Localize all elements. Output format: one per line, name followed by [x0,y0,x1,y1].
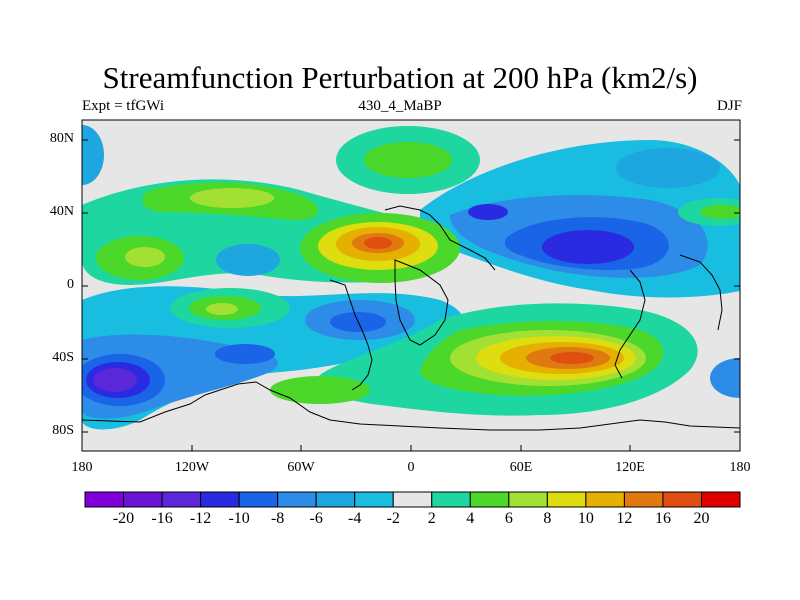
colorbar-swatch [277,491,317,508]
colorbar-swatch [238,491,279,508]
contour-lime-eastpac [700,205,740,219]
case-label: 430_4_MaBP [358,98,442,114]
colorbar-swatch [469,491,510,508]
lon-ticks [81,445,741,451]
colorbar-swatch [431,491,471,508]
lon-label-180w: 180 [71,460,93,475]
lat-label-40n: 40N [49,204,74,219]
lon-label-60e: 60E [509,460,533,475]
contour-yellowgreen-central [206,303,238,315]
lon-label-180e: 180 [729,460,751,475]
contour-blue-small [216,244,280,276]
season-label: DJF [716,98,742,114]
contour-blue-eastpac-south [710,358,740,398]
colorbar-label: -6 [309,510,323,527]
colorbar-label: 8 [543,510,552,527]
contour-blue-northeast [616,148,720,188]
lon-label-120w: 120W [174,460,210,475]
colorbar-label: -10 [228,510,250,527]
colorbar-label: -2 [386,510,400,527]
map-field [82,120,740,451]
lon-label-60w: 60W [287,460,315,475]
colorbar-swatch [392,491,433,508]
colorbar-swatch [84,491,125,508]
colorbar-label: 10 [577,510,594,527]
colorbar [84,491,741,508]
colorbar-label: -8 [270,510,285,527]
lat-ticks [82,139,740,433]
lat-label-eq: 0 [67,277,74,292]
colorbar-label: -4 [348,510,362,527]
experiment-label: Expt = tfGWi [82,98,165,114]
contour-violet-south [93,368,137,392]
colorbar-swatch [662,491,702,508]
colorbar-label: -16 [151,510,173,527]
colorbar-label: 4 [466,510,475,527]
colorbar-swatch [200,491,240,508]
colorbar-label: -20 [112,510,135,527]
colorbar-label: -12 [189,510,212,527]
colorbar-swatch [508,491,548,508]
lat-label-40s: 40S [52,350,74,365]
coastline-south-america [329,279,373,391]
lat-label-80n: 80N [49,131,74,146]
coastline-asia [614,269,646,379]
colorbar-label: 20 [693,510,710,527]
colorbar-swatch [315,491,356,508]
contour-blue-north-5 [468,204,508,220]
contour-red-southern [550,352,594,364]
lat-label-80s: 80S [52,423,74,438]
coastline-north-africa [384,205,496,271]
colorbar-swatch [354,491,394,508]
contour-yellowgreen-pacific [190,188,274,208]
coastline-east-asia [679,254,723,331]
colorbar-swatch [123,491,163,508]
lon-label-120e: 120E [615,460,645,475]
colorbar-label: 2 [427,510,436,527]
colorbar-swatch [161,491,202,508]
contour-red-atlantic [364,237,392,249]
lon-label-0: 0 [407,460,415,475]
colorbar-label: 6 [504,510,513,527]
contour-yellowgreen-west [125,247,165,267]
coastline-africa [394,259,449,346]
colorbar-swatch [623,491,664,508]
contour-blue-mid [215,344,275,364]
colorbar-label: 12 [616,510,633,527]
colorbar-swatch [585,491,625,508]
coastline-antarctica [82,381,740,431]
contour-green-southpole [270,376,370,404]
colorbar-label: 16 [654,510,671,527]
colorbar-swatch [546,491,587,508]
contour-lime-arctic [364,142,452,178]
colorbar-swatch [700,491,741,508]
figure-title: Streamfunction Perturbation at 200 hPa (… [102,60,698,95]
contour-blue-north-4 [542,230,634,264]
